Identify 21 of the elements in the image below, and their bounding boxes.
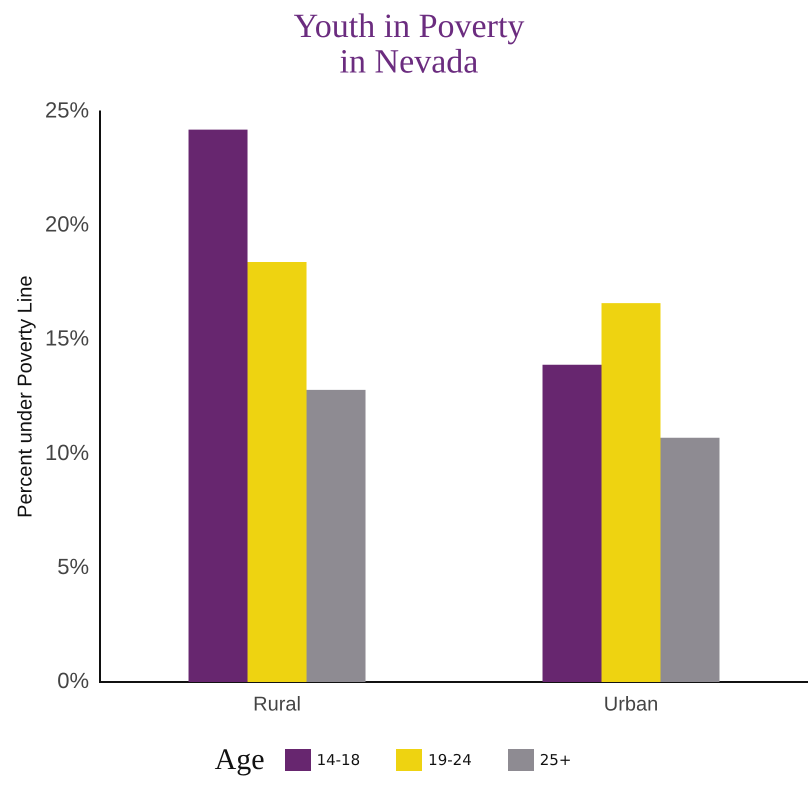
bar bbox=[306, 390, 366, 682]
bar bbox=[660, 438, 720, 682]
bar bbox=[188, 130, 248, 682]
y-axis-title: Percent under Poverty Line bbox=[14, 276, 37, 518]
x-tick-label: Urban bbox=[604, 694, 658, 716]
text: in Nevada bbox=[340, 43, 478, 80]
text: Youth in Poverty bbox=[294, 8, 524, 45]
legend-label: 25+ bbox=[540, 751, 572, 769]
y-tick-label: 15% bbox=[44, 326, 90, 351]
x-tick-label: Rural bbox=[253, 694, 301, 716]
y-tick-label: 0% bbox=[57, 668, 90, 694]
y-tick-label: 5% bbox=[57, 554, 90, 579]
y-tick-label: 10% bbox=[44, 440, 90, 465]
legend-label: 14-18 bbox=[316, 751, 360, 769]
legend-label: 19-24 bbox=[428, 751, 472, 769]
bar bbox=[248, 262, 307, 682]
bar bbox=[602, 303, 661, 682]
y-tick-label: 25% bbox=[44, 97, 90, 122]
legend-title: Age bbox=[214, 743, 265, 777]
y-tick-label: 20% bbox=[44, 212, 90, 237]
bar bbox=[542, 364, 602, 682]
